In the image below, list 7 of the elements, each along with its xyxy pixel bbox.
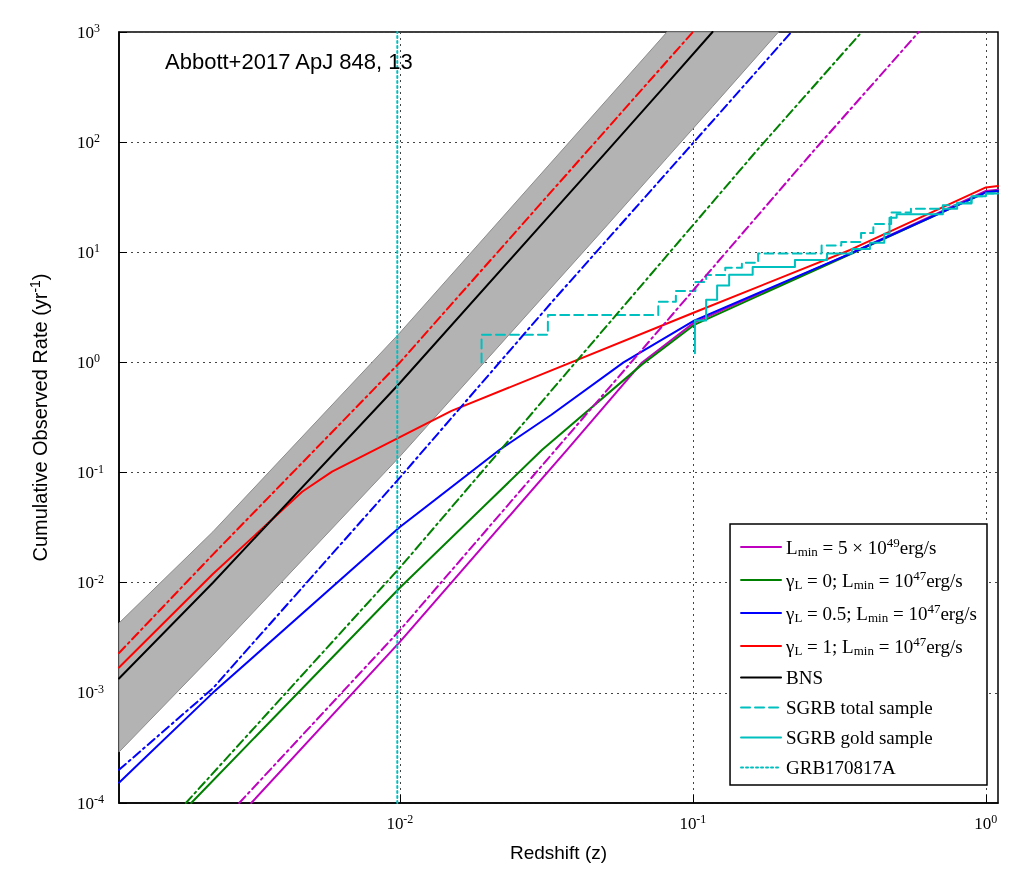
x-axis-title: Redshift (z)	[509, 842, 608, 863]
legend-label: SGRB gold sample	[786, 727, 933, 748]
legend-label: GRB170817A	[786, 757, 897, 778]
legend-label: SGRB total sample	[786, 697, 933, 718]
y-axis-title: Cumulative Observed Rate (yr-1)	[27, 273, 51, 562]
legend-label: BNS	[786, 667, 823, 688]
annotation: Abbott+2017 ApJ 848, 13	[165, 48, 413, 74]
